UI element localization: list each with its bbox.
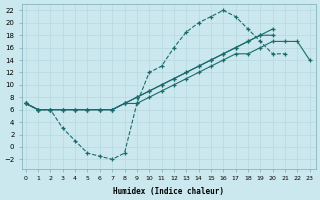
X-axis label: Humidex (Indice chaleur): Humidex (Indice chaleur) (114, 187, 224, 196)
